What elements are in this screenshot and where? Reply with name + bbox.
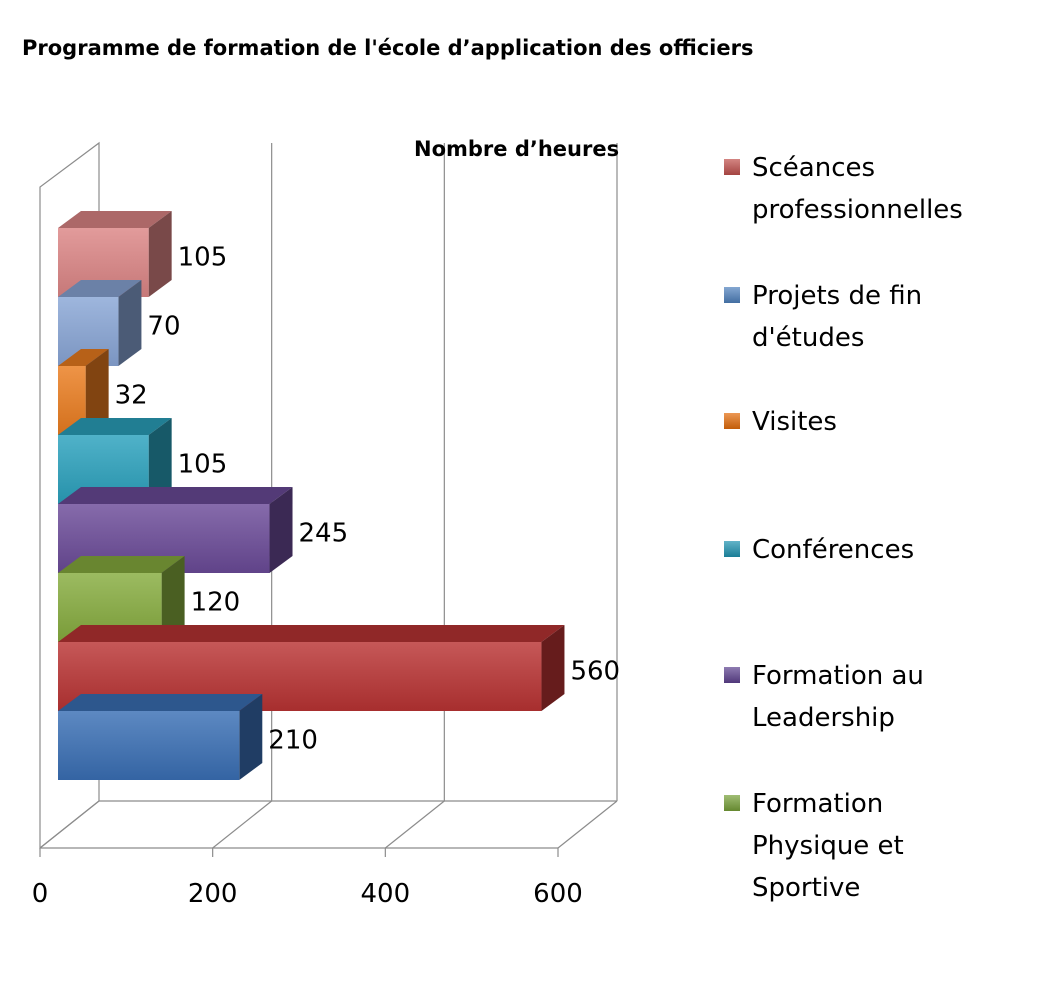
data-label: 560 bbox=[570, 657, 620, 687]
legend-item: Formation Physique et Sportive bbox=[724, 789, 904, 903]
legend-label: Formation au bbox=[752, 661, 924, 691]
legend-label: Sportive bbox=[752, 873, 860, 903]
bar-side bbox=[541, 625, 565, 711]
legend-label: Visites bbox=[752, 407, 837, 437]
x-tick-label: 400 bbox=[361, 879, 411, 909]
bar-side bbox=[269, 487, 293, 573]
data-label: 245 bbox=[299, 519, 349, 549]
bar-side bbox=[161, 556, 185, 642]
legend-label: d'études bbox=[752, 323, 864, 353]
floor-gridline bbox=[384, 800, 445, 849]
floor-gridline bbox=[39, 800, 100, 849]
legend-item: Visites bbox=[724, 407, 837, 437]
bar-side bbox=[148, 418, 172, 504]
data-label: 210 bbox=[268, 726, 318, 756]
bar-side bbox=[148, 211, 172, 297]
floor-gridline bbox=[557, 800, 618, 849]
legend-swatch bbox=[724, 413, 740, 429]
legend-label: Scéances bbox=[752, 153, 875, 183]
legend-swatch bbox=[724, 159, 740, 175]
data-label: 120 bbox=[191, 588, 241, 618]
x-axis-label: Nombre d’heures bbox=[414, 137, 619, 161]
legend-item: Scéances professionnelles bbox=[724, 153, 963, 225]
legend-swatch bbox=[724, 667, 740, 683]
legend-swatch bbox=[724, 795, 740, 811]
bar-top bbox=[58, 418, 172, 435]
bar-top bbox=[58, 211, 172, 228]
data-label: 32 bbox=[115, 381, 148, 411]
legend: Scéances professionnelles Projets de fin d'… bbox=[724, 153, 963, 903]
data-label: 70 bbox=[147, 312, 180, 342]
bar-side bbox=[118, 280, 142, 366]
data-labels: 105 70 32 105 245 120 560 210 bbox=[115, 243, 620, 756]
bar-top bbox=[58, 280, 142, 297]
legend-label: professionnelles bbox=[752, 195, 963, 225]
bar-front bbox=[58, 711, 240, 780]
bar bbox=[58, 349, 109, 435]
x-tick-label: 600 bbox=[533, 879, 583, 909]
x-tick-label: 0 bbox=[32, 879, 49, 909]
legend-label: Leadership bbox=[752, 703, 895, 733]
chart-title: Programme de formation de l'école d’appl… bbox=[22, 36, 753, 60]
legend-label: Formation bbox=[752, 789, 883, 819]
legend-item: Projets de fin d'études bbox=[724, 281, 922, 353]
bar-top bbox=[58, 487, 293, 504]
data-label: 105 bbox=[178, 243, 228, 273]
bar-top bbox=[58, 694, 263, 711]
legend-swatch bbox=[724, 287, 740, 303]
legend-label: Projets de fin bbox=[752, 281, 922, 311]
legend-item: Formation au Leadership bbox=[724, 661, 924, 733]
data-label: 105 bbox=[178, 450, 228, 480]
floor-gridline bbox=[212, 800, 273, 849]
x-axis-ticks: 0 200 400 600 bbox=[32, 848, 583, 909]
legend-swatch bbox=[724, 541, 740, 557]
legend-label: Conférences bbox=[752, 535, 914, 565]
legend-label: Physique et bbox=[752, 831, 904, 861]
x-tick-label: 200 bbox=[188, 879, 238, 909]
bar-top bbox=[58, 625, 565, 642]
bar-top bbox=[58, 556, 185, 573]
bar-side bbox=[239, 694, 263, 780]
bar bbox=[58, 694, 263, 780]
legend-item: Conférences bbox=[724, 535, 914, 565]
bars bbox=[58, 211, 565, 780]
bar-top bbox=[58, 349, 109, 366]
bar-side bbox=[85, 349, 109, 435]
